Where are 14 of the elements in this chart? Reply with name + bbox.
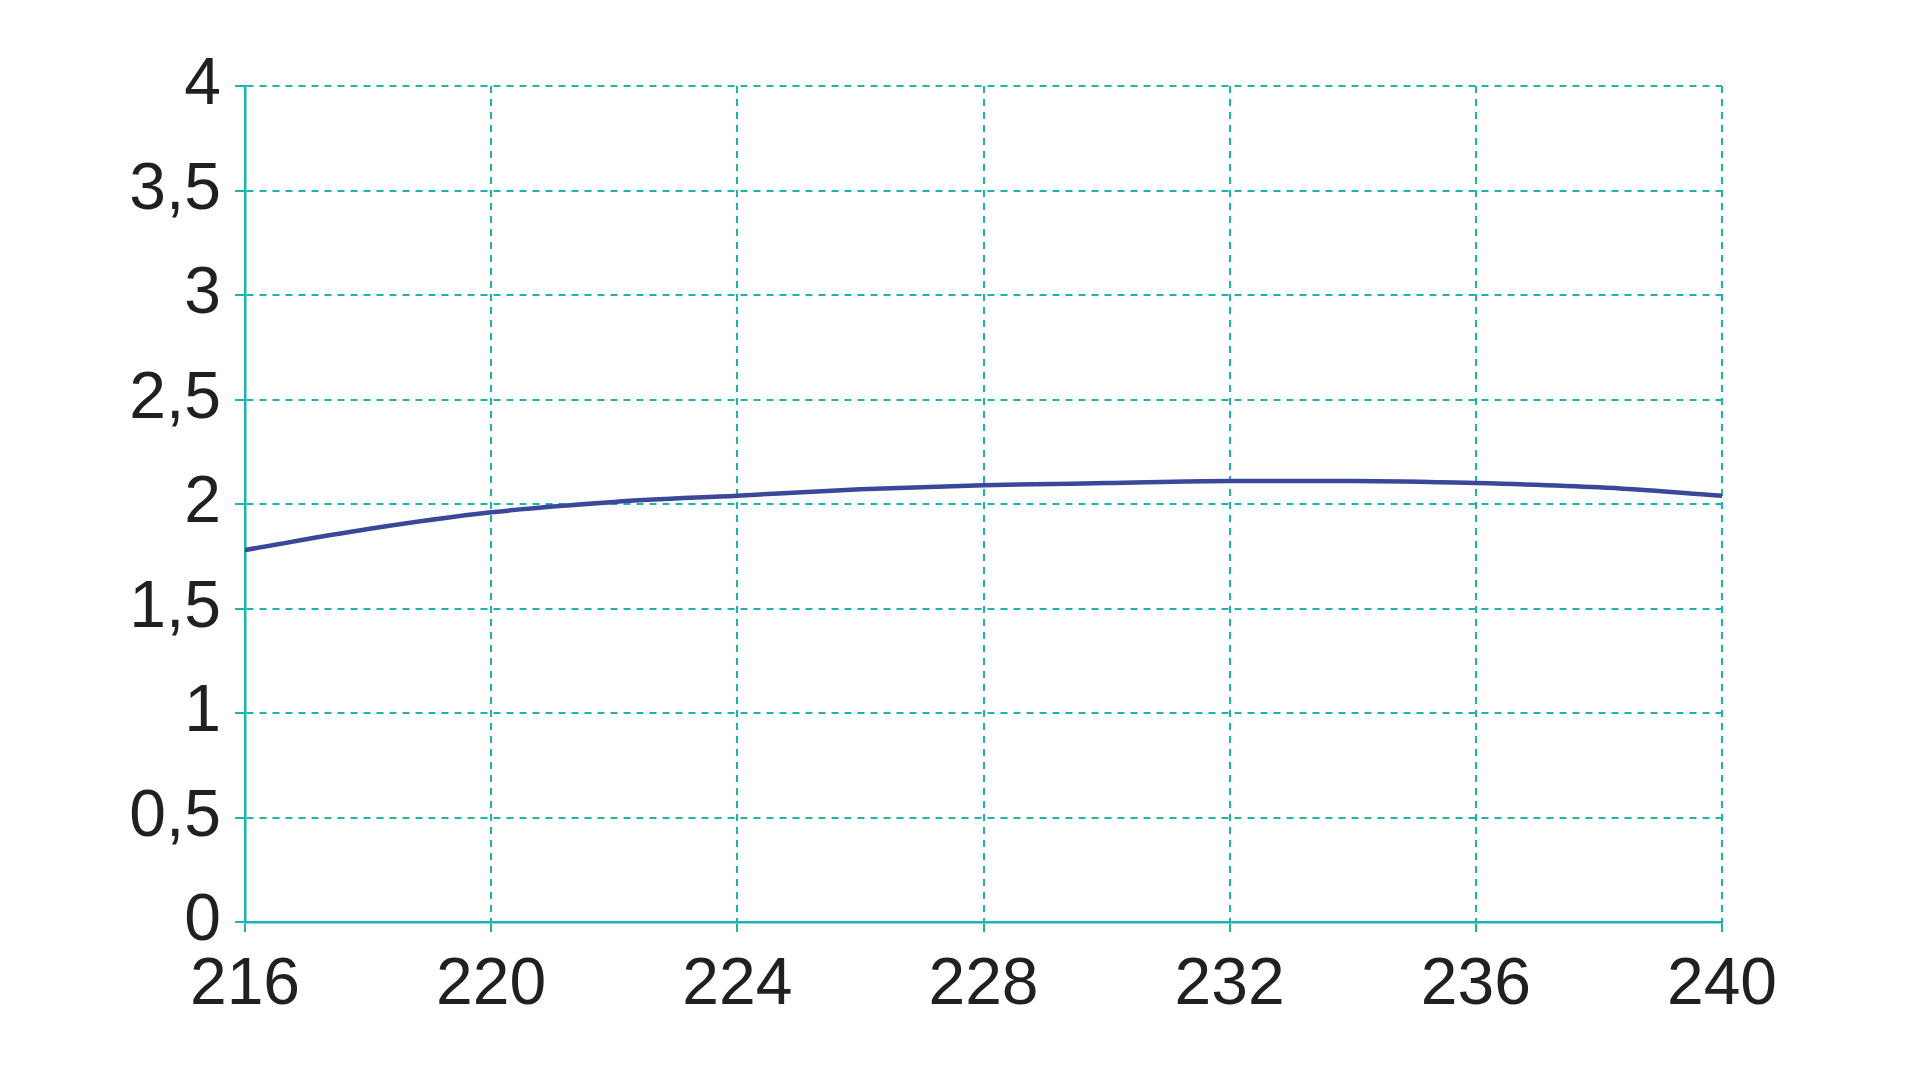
y-tick-label: 1,5 bbox=[129, 566, 221, 641]
y-tick-label: 1 bbox=[184, 671, 221, 746]
y-tick-label: 2,5 bbox=[129, 357, 221, 432]
y-tick-label: 0,5 bbox=[129, 775, 221, 850]
y-tick-label: 3,5 bbox=[129, 148, 221, 223]
y-tick-label: 3 bbox=[184, 253, 221, 328]
x-tick-label: 236 bbox=[1420, 943, 1531, 1018]
x-tick-label: 240 bbox=[1666, 943, 1778, 1018]
x-tick-label: 224 bbox=[682, 943, 793, 1018]
x-tick-label: 220 bbox=[436, 943, 547, 1018]
x-tick-label: 232 bbox=[1174, 943, 1285, 1018]
y-tick-label: 2 bbox=[184, 462, 221, 537]
x-tick-label: 228 bbox=[928, 943, 1039, 1018]
y-tick-label: 4 bbox=[184, 44, 221, 119]
